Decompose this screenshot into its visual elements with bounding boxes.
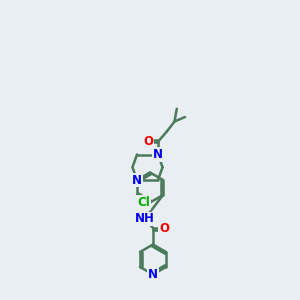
Text: O: O — [159, 221, 169, 235]
Text: NH: NH — [135, 212, 155, 226]
Text: N: N — [148, 268, 158, 281]
Text: N: N — [132, 173, 142, 187]
Text: N: N — [153, 148, 163, 161]
Text: Cl: Cl — [137, 196, 150, 209]
Text: O: O — [143, 135, 153, 148]
